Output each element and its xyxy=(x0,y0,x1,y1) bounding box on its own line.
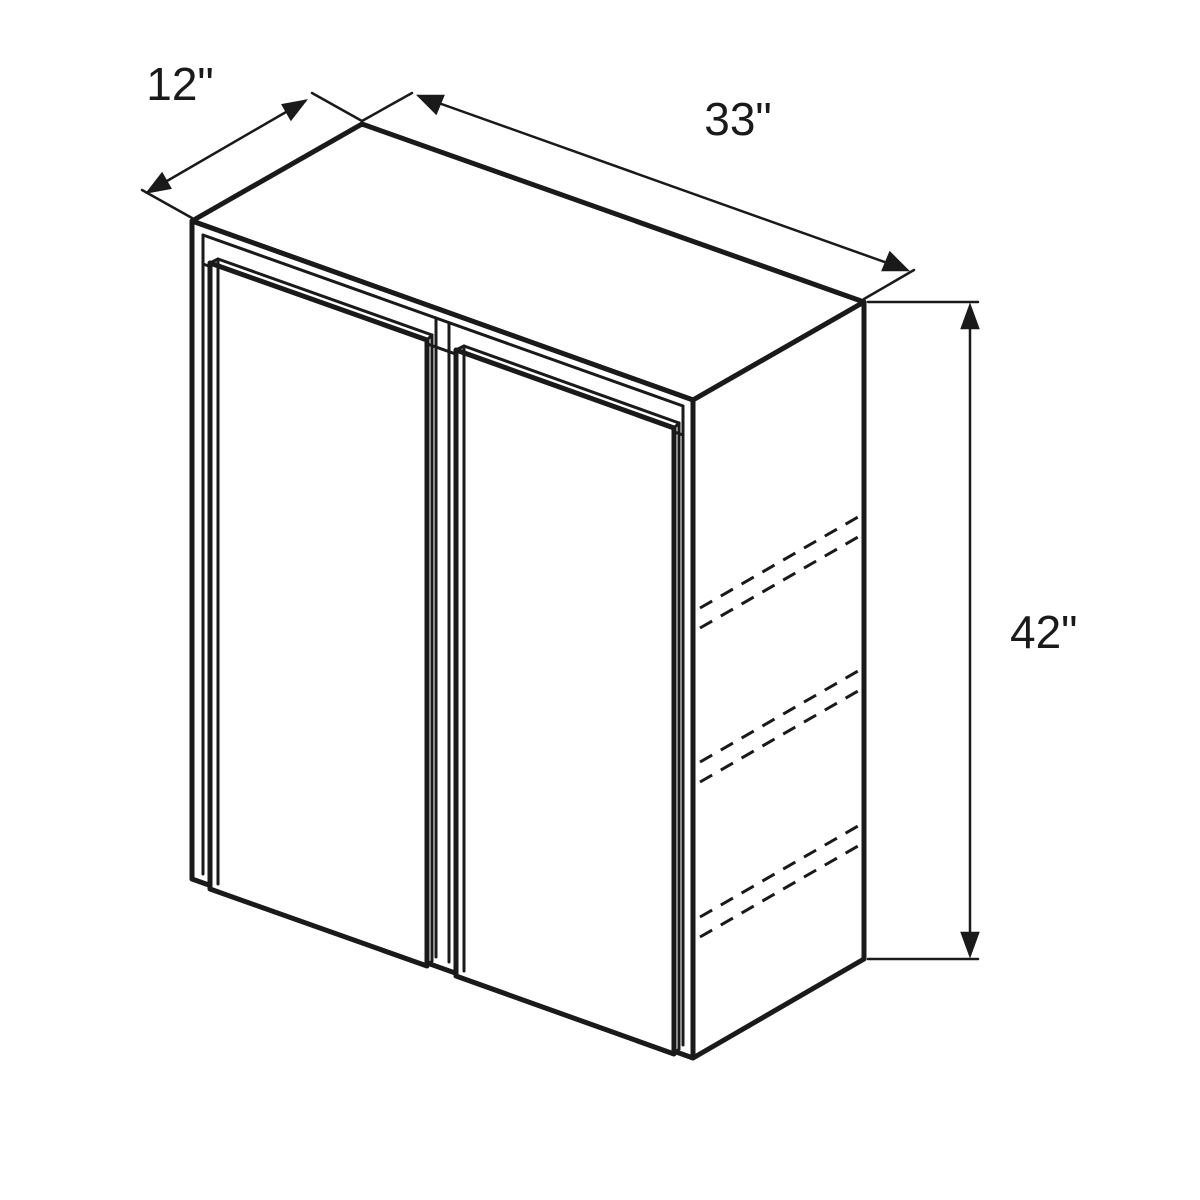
cabinet-right-face xyxy=(693,302,864,1058)
cabinet-isometric-diagram: 12" 33" 42" xyxy=(0,0,1200,1200)
dim-depth-label: 12" xyxy=(146,58,214,110)
dim-height-label: 42" xyxy=(1010,606,1078,658)
dim-height xyxy=(868,302,978,959)
dim-width-label: 33" xyxy=(704,93,772,145)
cabinet-door-right xyxy=(456,346,679,1054)
cabinet-door-left xyxy=(210,259,432,966)
